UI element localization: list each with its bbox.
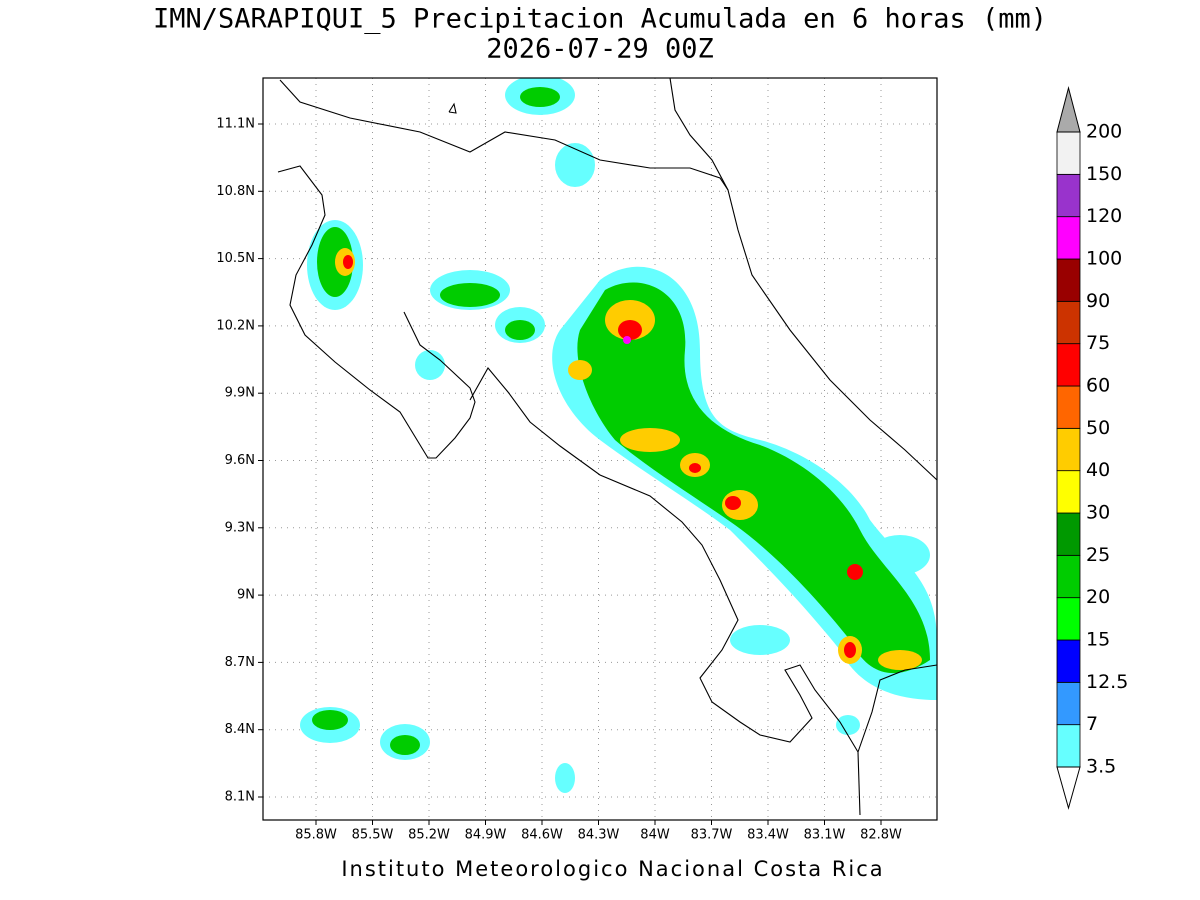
y-tick-label: 9.9N: [225, 386, 255, 401]
colorbar-box: [1056, 258, 1081, 302]
precip-area: [343, 255, 863, 658]
colorbar-label: 90: [1086, 290, 1110, 312]
map-frame: [262, 77, 938, 821]
colorbar-box: [1056, 512, 1081, 556]
coastlines: [277, 77, 938, 816]
y-tick-label: 8.1N: [225, 790, 255, 805]
colorbar-label: 60: [1086, 375, 1110, 397]
y-tick-label: 10.8N: [216, 184, 255, 199]
colorbar-box: [1056, 300, 1081, 345]
x-tick-label: 83.1W: [804, 828, 846, 843]
colorbar-box: [1056, 597, 1081, 641]
precip-area: [312, 87, 930, 755]
colorbar-label: 12.5: [1086, 671, 1128, 693]
colorbar-label: 30: [1086, 502, 1110, 524]
grid: [263, 78, 937, 820]
x-tick-label: 83.4W: [747, 828, 789, 843]
y-tick-label: 8.4N: [225, 722, 255, 737]
y-tick-label: 9.3N: [225, 520, 255, 535]
colorbar-box: [1056, 131, 1081, 175]
colorbar-label: 200: [1086, 121, 1122, 143]
colorbar: 3.5 7 12.5 15 20 25 30 40 50 60 75 90 100 120 150 200: [1056, 86, 1128, 810]
y-tick-label: 11.1N: [216, 117, 255, 132]
x-tick-label: 85.5W: [352, 828, 394, 843]
precipitation: [300, 78, 937, 793]
x-tick-label: 85.8W: [295, 828, 337, 843]
y-tick-label: 9N: [237, 588, 255, 603]
colorbar-box: [1056, 385, 1081, 429]
colorbar-label: 75: [1086, 332, 1110, 354]
colorbar-box: [1056, 639, 1081, 683]
x-tick-label: 82.8W: [860, 828, 902, 843]
colorbar-under: [1056, 766, 1081, 810]
x-tick-label: 83.7W: [691, 828, 733, 843]
x-tick-label: 84.3W: [578, 828, 620, 843]
colorbar-box: [1056, 724, 1081, 768]
y-tick-label: 10.2N: [216, 318, 255, 333]
title: IMN/SARAPIQUI_5 Precipitacion Acumulada …: [153, 4, 1047, 35]
x-tick-label: 84.9W: [465, 828, 507, 843]
x-tick-label: 85.2W: [408, 828, 450, 843]
colorbar-label: 25: [1086, 544, 1110, 566]
colorbar-label: 40: [1086, 459, 1110, 481]
colorbar-box: [1056, 173, 1081, 218]
colorbar-label: 100: [1086, 248, 1122, 270]
colorbar-label: 7: [1086, 713, 1098, 735]
colorbar-label: 50: [1086, 417, 1110, 439]
colorbar-label: 150: [1086, 163, 1122, 185]
y-tick-label: 8.7N: [225, 655, 255, 670]
precip-area: [623, 336, 631, 344]
x-tick-label: 84.6W: [521, 828, 563, 843]
colorbar-box: [1056, 216, 1081, 260]
colorbar-label: 3.5: [1086, 756, 1116, 778]
colorbar-box: [1056, 681, 1081, 726]
footer: Instituto Meteorologico Nacional Costa R…: [341, 857, 884, 881]
colorbar-box: [1056, 554, 1081, 599]
y-tick-label: 9.6N: [225, 453, 255, 468]
colorbar-label: 15: [1086, 629, 1110, 651]
y-tick-label: 10.5N: [216, 251, 255, 266]
colorbar-label: 120: [1086, 205, 1122, 227]
colorbar-box: [1056, 470, 1081, 514]
colorbar-label: 20: [1086, 586, 1110, 608]
colorbar-over: [1056, 86, 1081, 133]
colorbar-box: [1056, 343, 1081, 387]
x-tick-label: 84W: [640, 828, 670, 843]
colorbar-box: [1056, 427, 1081, 472]
subtitle: 2026-07-29 00Z: [486, 34, 714, 65]
